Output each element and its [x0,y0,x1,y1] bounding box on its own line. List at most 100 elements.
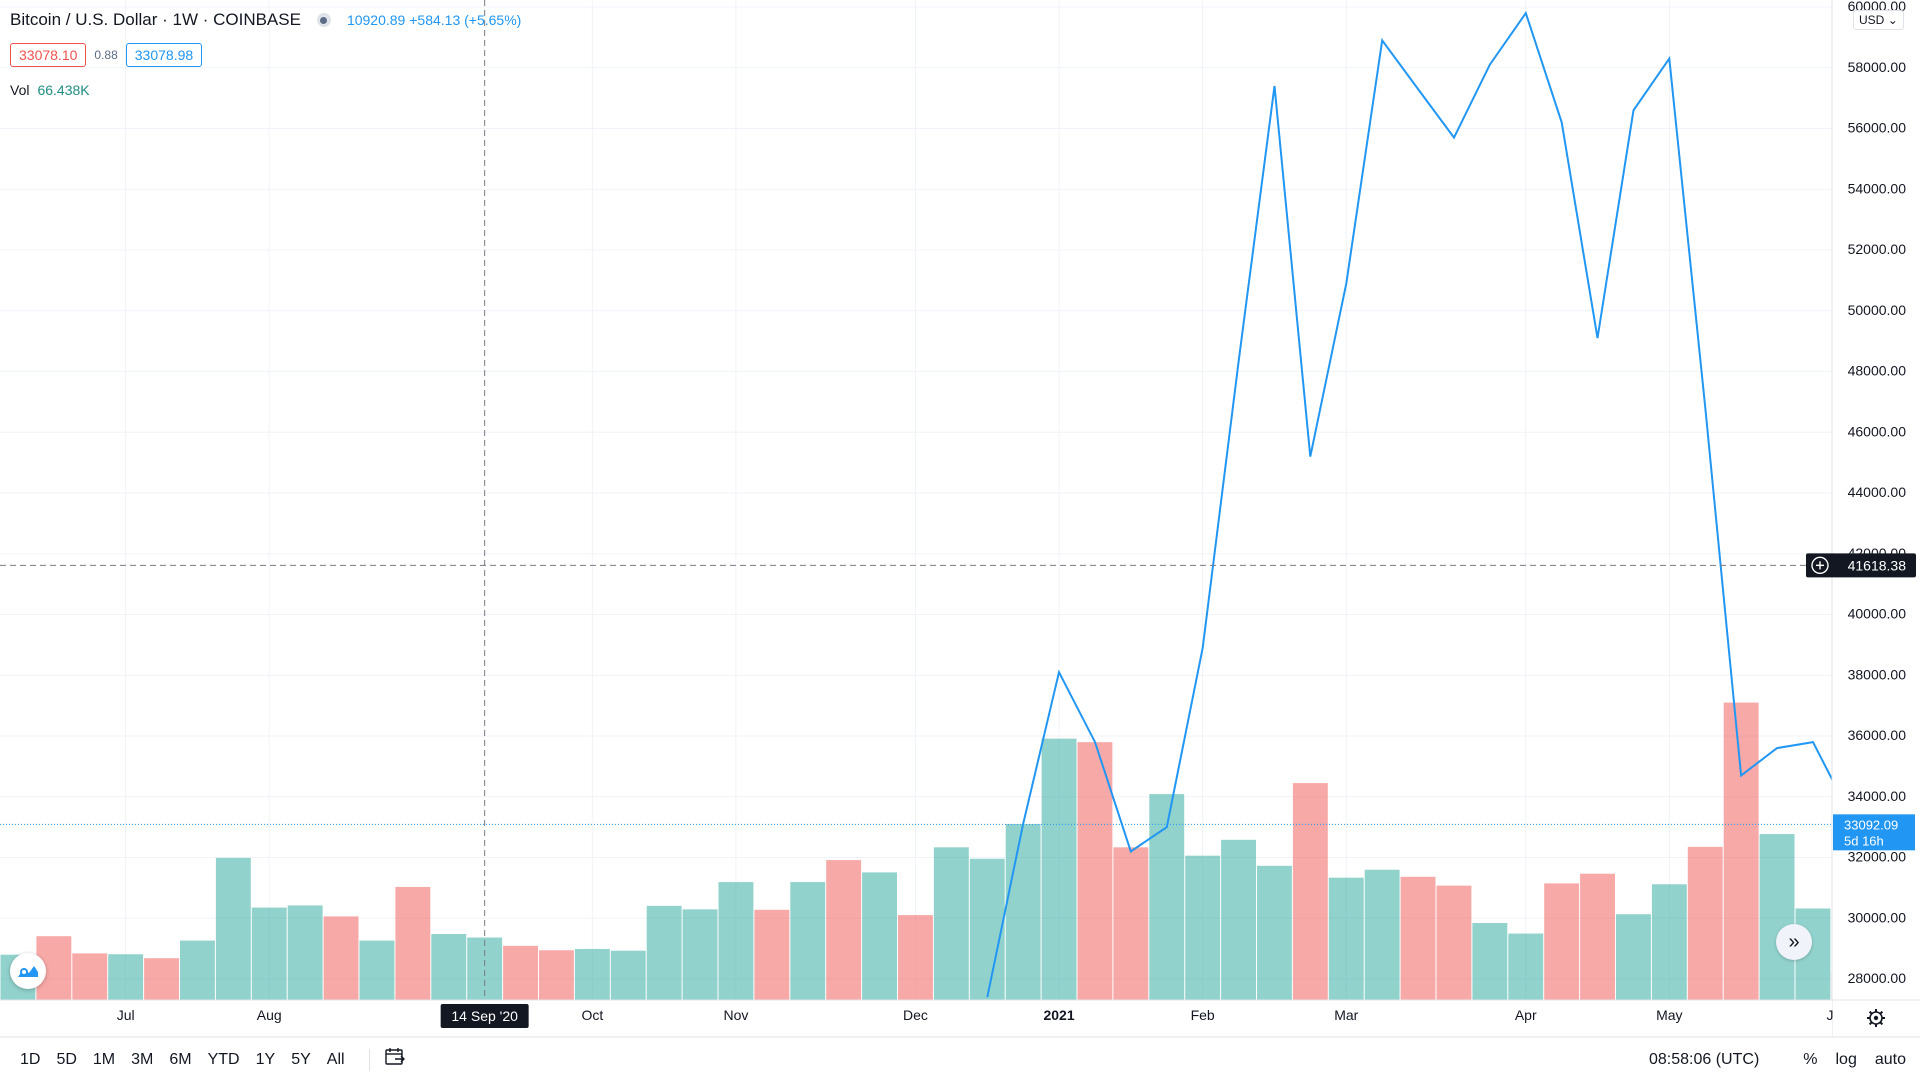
volume-bar[interactable] [1472,923,1508,1000]
volume-bar[interactable] [1257,865,1292,1000]
market-status-icon[interactable] [316,13,331,27]
range-button-1d[interactable]: 1D [20,1050,41,1068]
volume-bar[interactable] [610,950,646,1000]
time-axis-bg [0,1000,1832,1037]
volume-bar[interactable] [1651,884,1687,1000]
volume-bar[interactable] [144,958,179,1000]
gear-icon[interactable] [1867,1009,1885,1027]
volume-bar[interactable] [718,882,754,1000]
volume-bar[interactable] [1544,883,1580,1000]
volume-bar[interactable] [790,882,826,1000]
volume-bar[interactable] [503,945,538,1000]
price-change: 10920.89 +584.13 (+5.65%) [346,12,522,28]
volume-bar[interactable] [1041,738,1077,1000]
log-toggle[interactable]: log [1835,1050,1857,1068]
time-tick-label: J [1827,1007,1834,1023]
double-chevron-right-icon[interactable]: » [1776,924,1812,960]
percent-toggle[interactable]: % [1803,1050,1818,1068]
volume-bar[interactable] [1508,933,1544,1000]
gear-tooth [1868,1010,1873,1015]
calendar-glyph [384,1048,405,1065]
utc-clock[interactable]: 08:58:06 (UTC) [1649,1050,1760,1068]
calendar-goto-icon[interactable] [384,1047,406,1072]
volume-bar[interactable] [287,905,323,1000]
volume-bar[interactable] [646,905,682,1000]
volume-bar[interactable] [180,940,215,1000]
range-button-6m[interactable]: 6M [169,1050,192,1068]
volume-bar[interactable] [72,953,108,1000]
volume-bar[interactable] [539,950,574,1000]
symbol-title[interactable]: Bitcoin / U.S. Dollar · 1W · COINBASE [10,10,301,29]
volume-bar[interactable] [359,940,395,1000]
volume-bar[interactable] [1077,742,1113,1000]
sell-price-button[interactable]: 33078.10 [10,43,87,67]
volume-bar[interactable] [1292,783,1328,1000]
price-tick-label: 34000.00 [1848,788,1907,804]
volume-bar[interactable] [1113,847,1149,1000]
time-tick-label: Feb [1191,1007,1215,1023]
volume-bar[interactable] [1005,824,1041,1000]
volume-bar[interactable] [1580,873,1615,1000]
time-tick-label: Apr [1515,1007,1537,1023]
volume-bar[interactable] [215,857,251,1000]
range-button-1m[interactable]: 1M [92,1050,116,1068]
volume-bar[interactable] [1328,877,1364,1000]
price-tick-label: 30000.00 [1848,909,1907,925]
volume-bar[interactable] [1687,846,1723,1000]
volume-bar[interactable] [682,909,718,1000]
price-tick-label: 36000.00 [1848,727,1907,743]
volume-bar[interactable] [251,907,287,1000]
range-button-3m[interactable]: 3M [131,1050,154,1068]
volume-label[interactable]: Vol [10,82,30,98]
volume-bar[interactable] [862,872,897,1000]
volume-bar[interactable] [431,934,467,1000]
symbol-legend: Bitcoin / U.S. Dollar · 1W · COINBASE 10… [10,10,521,30]
volume-bar[interactable] [933,847,969,1000]
volume-bar[interactable] [323,916,359,1000]
bid-ask-row: 33078.10 0.88 33078.98 [10,43,203,67]
volume-bar[interactable] [826,860,862,1000]
volume-bar[interactable] [108,954,144,1000]
time-tick-label: Dec [903,1007,928,1023]
volume-bar[interactable] [1400,876,1436,1000]
volume-bar[interactable] [1221,839,1256,1000]
volume-value: 66.438K [37,82,90,98]
volume-bar[interactable] [395,886,431,1000]
price-tick-label: 38000.00 [1848,666,1907,682]
currency-select[interactable]: USD ⌄ [1853,10,1904,30]
volume-bar[interactable] [467,937,503,1000]
crosshair-price-text: 41618.38 [1848,557,1907,573]
price-line[interactable] [986,10,1849,998]
volume-bar[interactable] [1616,914,1651,1000]
volume-bar[interactable] [898,915,933,1000]
volume-bar[interactable] [574,948,610,1000]
volume-bar[interactable] [969,858,1005,1000]
volume-legend: Vol 66.438K [10,82,90,98]
price-tick-label: 28000.00 [1848,970,1907,986]
price-tick-label: 50000.00 [1848,302,1907,318]
price-axis-bg [1832,0,1920,1037]
auto-toggle[interactable]: auto [1874,1050,1906,1068]
volume-bar[interactable] [1364,869,1400,1000]
plus-circle-icon[interactable] [1811,556,1829,575]
volume-bar[interactable] [1149,794,1185,1000]
range-button-5y[interactable]: 5Y [291,1050,311,1068]
range-button-all[interactable]: All [326,1050,345,1068]
range-button-5d[interactable]: 5D [56,1050,77,1068]
volume-bar[interactable] [1436,885,1472,1000]
tradingview-logo-icon[interactable] [10,953,46,989]
range-button-ytd[interactable]: YTD [207,1050,240,1068]
volume-bar[interactable] [754,909,790,1000]
range-button-1y[interactable]: 1Y [255,1050,276,1068]
volume-bar[interactable] [1723,702,1759,1000]
gear-hub [1873,1015,1879,1021]
volume-bar[interactable] [1185,855,1221,1000]
last-price-bg [1833,814,1915,851]
time-axis: Jul Aug Oct Nov Dec 2021 Feb Mar Apr May J 14 Sep '… [0,999,1920,1038]
volume-bar[interactable] [1759,834,1795,1000]
price-line-group [986,10,1849,998]
price-tick-label: 40000.00 [1848,606,1907,622]
time-tick-label: May [1656,1007,1682,1023]
buy-price-button[interactable]: 33078.98 [125,43,203,67]
